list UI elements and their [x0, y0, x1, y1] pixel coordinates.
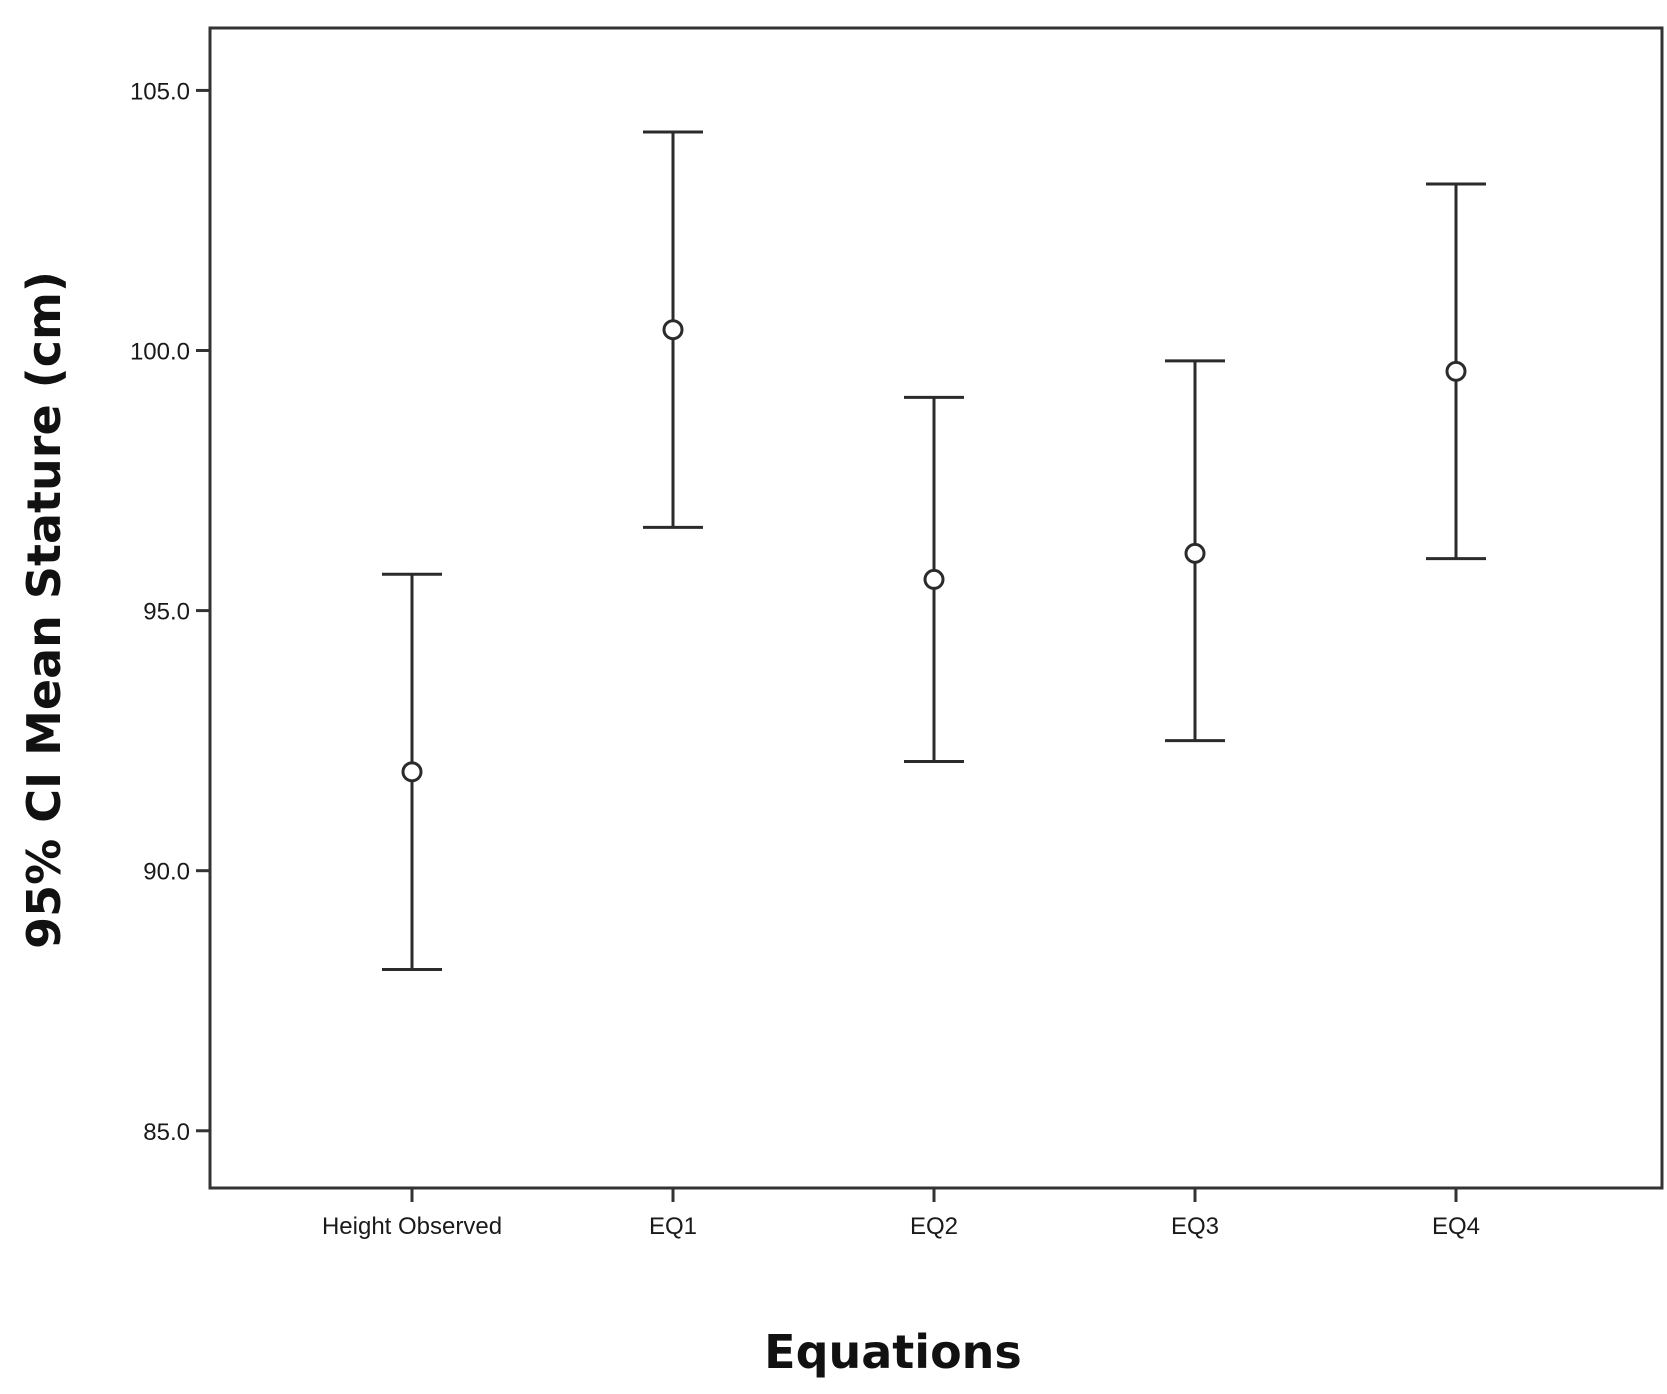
error-bar — [904, 395, 964, 763]
error-bar — [382, 572, 442, 972]
mean-point — [1184, 542, 1206, 564]
x-tick-label: EQ4 — [1432, 1213, 1480, 1240]
mean-point — [401, 761, 423, 783]
y-tick-label: 95.0 — [143, 599, 190, 626]
mean-point — [662, 319, 684, 341]
y-tick-label: 100.0 — [130, 339, 190, 366]
x-tick-label: EQ3 — [1171, 1213, 1219, 1240]
x-tick-label: EQ1 — [649, 1213, 697, 1240]
x-axis-title: Equations — [764, 1325, 1022, 1379]
y-axis: 85.0 90.0 95.0 100.0 105.0 — [130, 78, 210, 1146]
plot-frame — [208, 26, 1664, 1190]
y-axis-title: 95% CI Mean Stature (cm) — [17, 271, 71, 949]
x-tick-label: EQ2 — [910, 1213, 958, 1240]
error-bar — [1426, 182, 1486, 561]
mean-point — [923, 568, 945, 590]
x-axis: Height Observed EQ1 EQ2 EQ3 EQ4 — [322, 1188, 1480, 1240]
error-bar — [643, 130, 703, 529]
error-bars — [382, 130, 1486, 972]
mean-point — [1445, 360, 1467, 382]
x-tick-label: Height Observed — [322, 1213, 502, 1240]
y-tick-label: 90.0 — [143, 859, 190, 886]
y-tick-label: 105.0 — [130, 78, 190, 105]
error-bar — [1165, 359, 1225, 743]
y-tick-label: 85.0 — [143, 1119, 190, 1146]
